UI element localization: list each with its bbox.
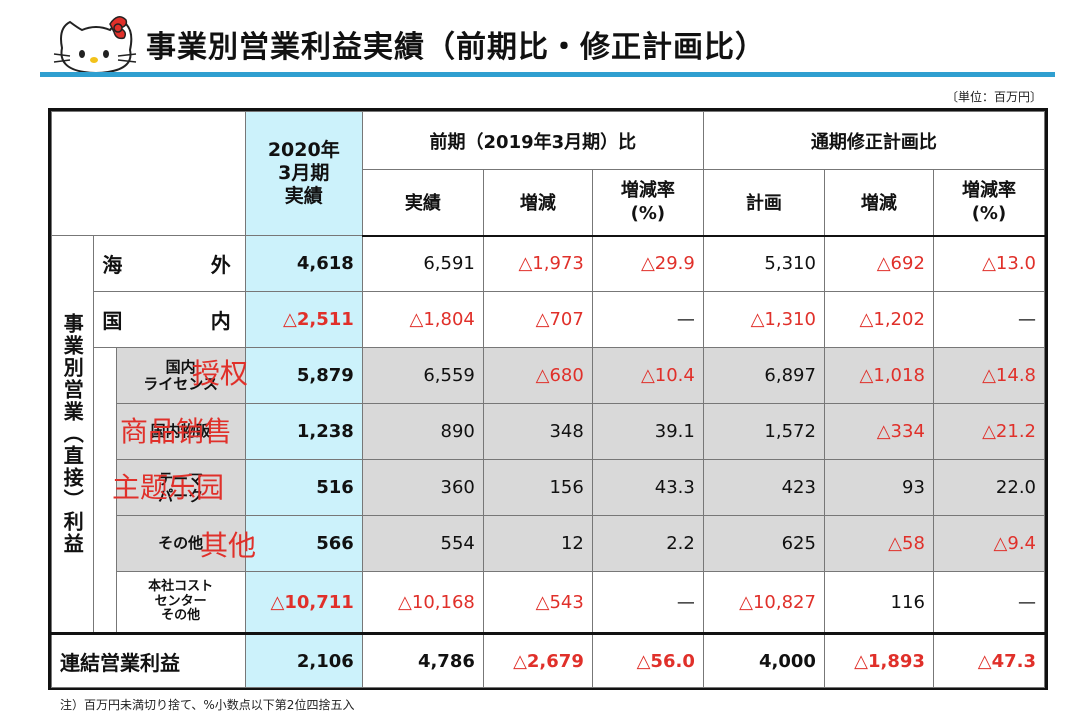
- header-current: 2020年 3月期 実績: [244, 111, 363, 236]
- header-row-2: 実績 増減 増減率 (%) 計画 増減 増減率 (%): [52, 169, 1046, 237]
- header-plan: 計画: [702, 169, 825, 237]
- header-plan-rate: 増減率 (%): [932, 169, 1046, 237]
- overlay-park: 主题乐园: [112, 471, 225, 504]
- cell-plan-rate: △21.2: [932, 403, 1046, 460]
- cell-plan-change: △334: [823, 403, 934, 460]
- cell-current: 1,238: [244, 403, 363, 460]
- cell-prev-rate: —: [591, 571, 704, 634]
- cell-prev-change: △680: [482, 347, 593, 404]
- cell-prev-change: △1,973: [482, 235, 593, 292]
- cell-plan-change: △1,202: [823, 291, 934, 348]
- cell-prev-rate: —: [591, 291, 704, 348]
- cell-prev-rate: 39.1: [591, 403, 704, 460]
- page-title: 事業別営業利益実績（前期比・修正計画比）: [146, 30, 766, 65]
- cell-current: △10,711: [244, 571, 363, 634]
- cell-plan: 1,572: [702, 403, 825, 460]
- cell-plan-change: 116: [823, 571, 934, 634]
- cell-plan-change: △692: [823, 235, 934, 292]
- header-blank: [51, 111, 246, 236]
- table-row: その他 566 554 12 2.2 625 △58 △9.4: [51, 515, 1046, 572]
- header-prev-rate: 増減率 (%): [591, 169, 704, 237]
- cell-plan-rate: △9.4: [932, 515, 1046, 572]
- header-prev-change: 増減: [482, 169, 593, 237]
- total-prev-actual: 4,786: [361, 632, 484, 688]
- header-prev-actual: 実績: [361, 169, 484, 237]
- cell-plan: △1,310: [702, 291, 825, 348]
- row-label: テーマ パーク: [115, 459, 246, 516]
- header-row-1: 2020年 3月期 実績 前期（2019年3月期）比 通期修正計画比: [51, 111, 1046, 236]
- total-label: 連結営業利益: [51, 632, 246, 688]
- indent-spacer: [93, 347, 117, 634]
- table-row: 国内 ライセンス 5,879 6,559 △680 △10.4 6,897 △1…: [51, 347, 1046, 634]
- row-label: 海外: [93, 235, 246, 292]
- cell-plan-rate: △13.0: [932, 235, 1046, 292]
- cell-prev-change: 12: [482, 515, 593, 572]
- cell-current: 4,618: [244, 235, 363, 292]
- overlay-license: 授权: [192, 357, 249, 390]
- cell-plan-rate: —: [932, 291, 1046, 348]
- hello-kitty-icon: [53, 16, 137, 74]
- header-plan-group: 通期修正計画比: [702, 111, 1046, 170]
- cell-prev-actual: 554: [361, 515, 484, 572]
- cell-prev-actual: 6,591: [361, 235, 484, 292]
- cell-plan: 625: [702, 515, 825, 572]
- footnote: 注）百万円未満切り捨て、%小数点以下第2位四捨五入: [60, 698, 355, 712]
- table-row: テーマ パーク 516 360 156 43.3 423 93 22.0: [51, 459, 1046, 516]
- total-prev-change: △2,679: [482, 632, 593, 688]
- cell-plan: △10,827: [702, 571, 825, 634]
- overlay-other: 其他: [200, 529, 257, 562]
- row-label: 国内物販: [115, 403, 246, 460]
- cell-prev-actual: 360: [361, 459, 484, 516]
- cell-prev-actual: △10,168: [361, 571, 484, 634]
- total-plan-rate: △47.3: [932, 632, 1046, 688]
- header-prev-group: 前期（2019年3月期）比: [361, 111, 704, 170]
- header-plan-change: 増減: [823, 169, 934, 237]
- table-row: 本社コスト センター その他 △10,711 △10,168 △543 — △1…: [52, 571, 1046, 634]
- unit-label: 〔単位：百万円〕: [945, 90, 1042, 104]
- cell-prev-change: △543: [482, 571, 593, 634]
- total-row: 連結営業利益 2,106 4,786 △2,679 △56.0 4,000 △1…: [51, 632, 1046, 688]
- cell-prev-rate: 2.2: [591, 515, 704, 572]
- row-label: 国内: [93, 291, 246, 348]
- cell-plan-rate: △14.8: [932, 347, 1046, 404]
- total-current: 2,106: [244, 632, 363, 688]
- row-label: 国内 ライセンス: [115, 347, 246, 404]
- cell-prev-change: △707: [482, 291, 593, 348]
- table-row: 事業別営業（直接）利益 海外 4,618 6,591 △1,973 △29.9 …: [50, 235, 1046, 634]
- cell-prev-change: 156: [482, 459, 593, 516]
- profit-table: 2020年 3月期 実績 前期（2019年3月期）比 通期修正計画比 実績 増減…: [48, 108, 1048, 690]
- cell-prev-actual: 890: [361, 403, 484, 460]
- cell-prev-rate: △10.4: [591, 347, 704, 404]
- total-prev-rate: △56.0: [591, 632, 704, 688]
- total-plan: 4,000: [702, 632, 825, 688]
- cell-current: 516: [244, 459, 363, 516]
- overlay-goods: 商品销售: [120, 415, 233, 448]
- cell-plan: 6,897: [702, 347, 825, 404]
- cell-plan-rate: —: [932, 571, 1046, 634]
- cell-prev-actual: △1,804: [361, 291, 484, 348]
- cell-plan-change: 93: [823, 459, 934, 516]
- cell-prev-actual: 6,559: [361, 347, 484, 404]
- cell-plan-rate: 22.0: [932, 459, 1046, 516]
- title-underline: [40, 72, 1055, 77]
- side-label: 事業別営業（直接）利益: [50, 235, 95, 634]
- cell-current: 566: [244, 515, 363, 572]
- cell-prev-rate: 43.3: [591, 459, 704, 516]
- total-plan-change: △1,893: [823, 632, 934, 688]
- table-row: 国内 △2,511 △1,804 △707 — △1,310 △1,202 —: [52, 291, 1046, 348]
- row-label: 本社コスト センター その他: [115, 571, 246, 634]
- cell-plan-change: △58: [823, 515, 934, 572]
- cell-plan: 423: [702, 459, 825, 516]
- cell-current: △2,511: [244, 291, 363, 348]
- cell-plan: 5,310: [702, 235, 825, 292]
- cell-current: 5,879: [244, 347, 363, 404]
- cell-prev-rate: △29.9: [591, 235, 704, 292]
- cell-plan-change: △1,018: [823, 347, 934, 404]
- cell-prev-change: 348: [482, 403, 593, 460]
